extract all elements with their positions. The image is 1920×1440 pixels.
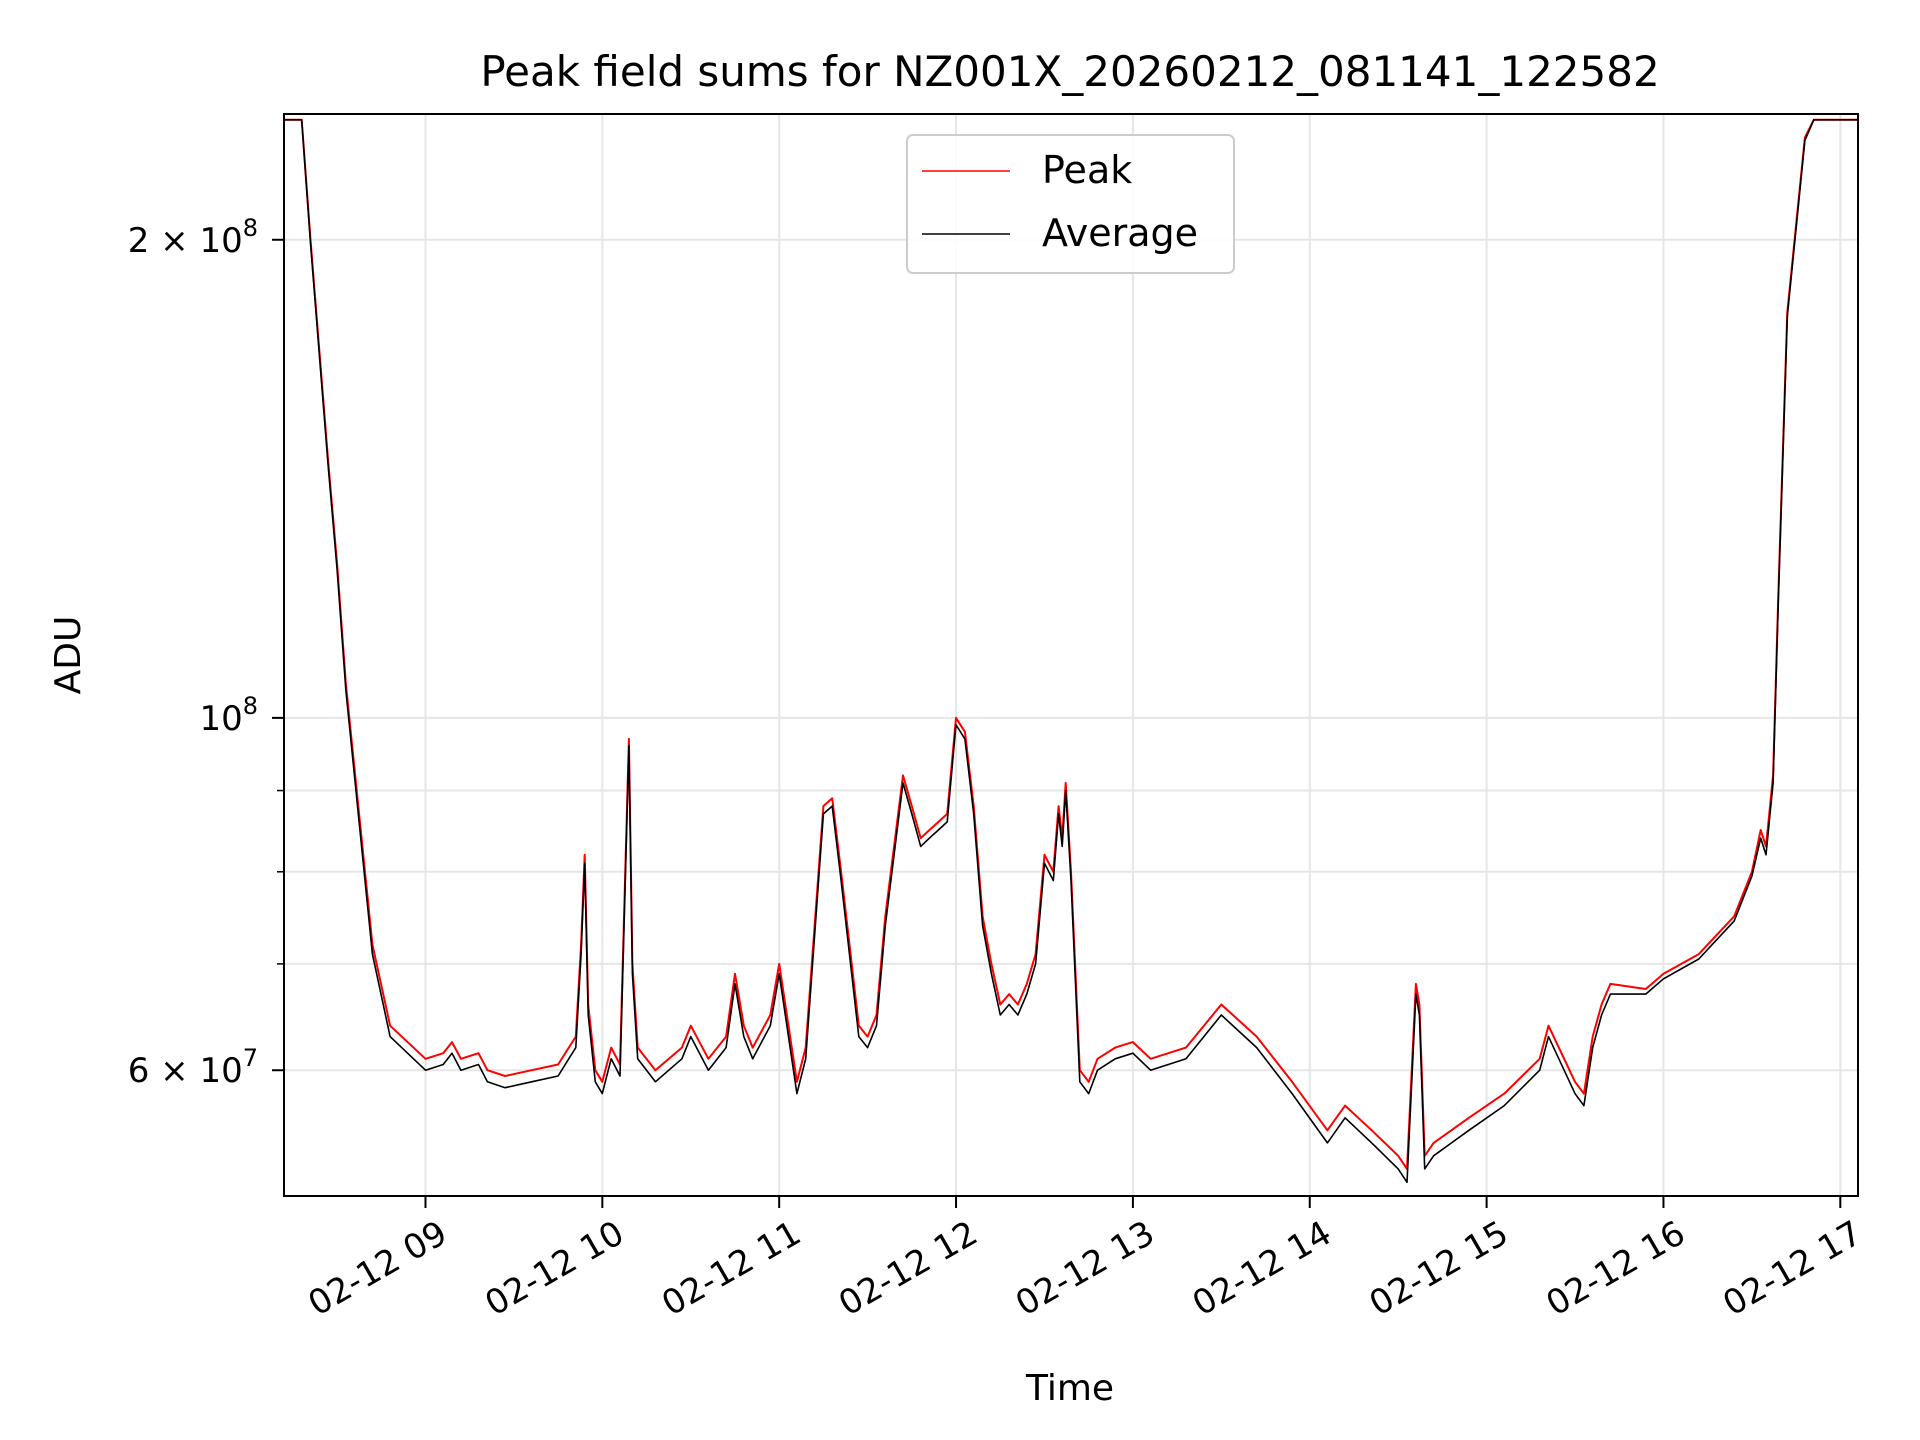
legend-label-average: Average xyxy=(1042,211,1198,255)
y-axis-label: ADU xyxy=(48,616,89,695)
plot-frame xyxy=(283,113,1859,1197)
y-tick-label: 2 × 108 xyxy=(128,214,258,261)
legend: Peak Average xyxy=(906,134,1235,274)
y-tick-label: 108 xyxy=(199,692,258,739)
legend-box xyxy=(906,134,1235,274)
series-line-average xyxy=(284,119,1858,1184)
legend-label-peak: Peak xyxy=(1042,148,1132,192)
chart-title: Peak field sums for NZ001X_20260212_0811… xyxy=(480,47,1659,96)
plot-area xyxy=(284,118,1858,1184)
y-tick-label: 6 × 107 xyxy=(128,1044,258,1091)
x-axis-label: Time xyxy=(1025,1368,1114,1409)
